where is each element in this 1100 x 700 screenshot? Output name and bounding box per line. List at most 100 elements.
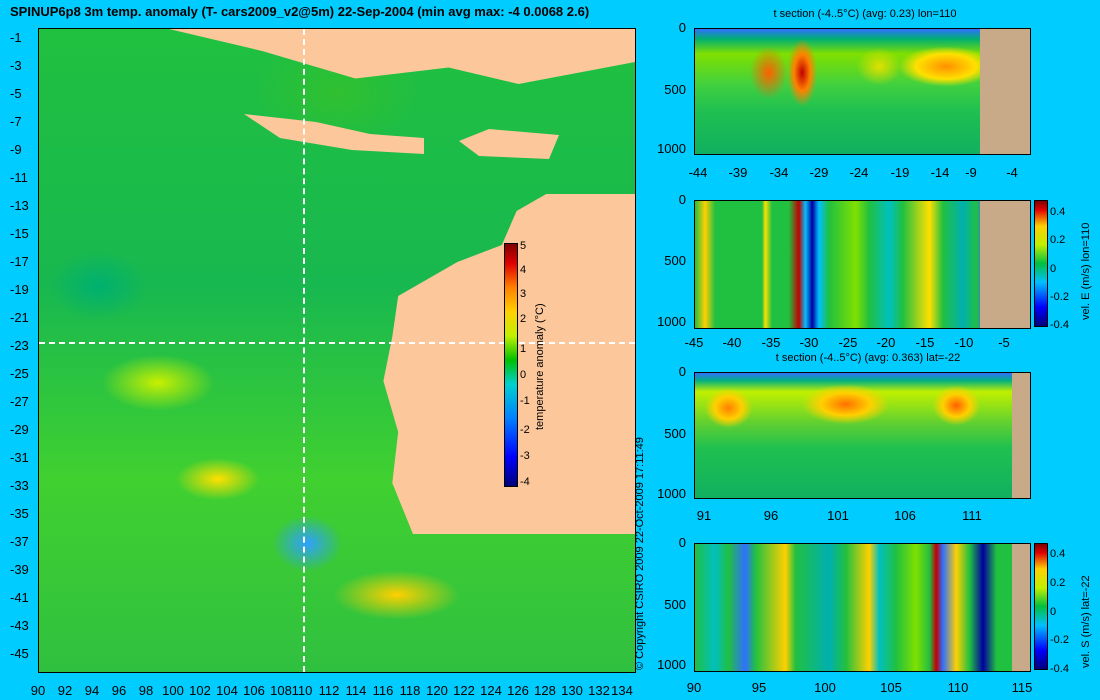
seabed-mask bbox=[980, 201, 1030, 328]
seabed-mask bbox=[980, 29, 1030, 154]
y-tick: -9 bbox=[10, 142, 22, 157]
x-tick: 112 bbox=[318, 683, 340, 698]
y-tick: -25 bbox=[10, 366, 29, 381]
x-tick: 96 bbox=[111, 683, 127, 698]
colorbar-tick: -0.2 bbox=[1050, 634, 1069, 646]
y-tick: 500 bbox=[664, 253, 686, 268]
vel-south-colorbar bbox=[1034, 543, 1048, 670]
x-tick: 92 bbox=[57, 683, 73, 698]
x-tick: -29 bbox=[809, 165, 829, 180]
y-tick: 500 bbox=[664, 82, 686, 97]
y-tick: -35 bbox=[10, 506, 29, 521]
y-tick: 0 bbox=[678, 192, 686, 207]
vel-east-colorbar-label: vel. E (m/s) lon=110 bbox=[1080, 222, 1092, 320]
x-tick: 100 bbox=[814, 680, 836, 695]
x-tick: -4 bbox=[1006, 165, 1018, 180]
y-tick: 1000 bbox=[657, 141, 686, 156]
x-tick: 130 bbox=[561, 683, 583, 698]
colorbar-tick: 0 bbox=[1050, 606, 1057, 618]
y-tick: -13 bbox=[10, 198, 29, 213]
longitude-section-line bbox=[303, 29, 305, 672]
colorbar-tick: 2 bbox=[520, 313, 527, 325]
panel-3-title: t section (-4..5°C) (avg: 0.363) lat=-22 bbox=[775, 352, 961, 364]
y-tick: -45 bbox=[10, 646, 29, 661]
y-tick: -39 bbox=[10, 562, 29, 577]
y-tick: -21 bbox=[10, 310, 29, 325]
y-tick: -3 bbox=[10, 58, 22, 73]
y-tick: -15 bbox=[10, 226, 29, 241]
x-tick: 102 bbox=[189, 683, 211, 698]
x-tick: 114 bbox=[345, 683, 367, 698]
colorbar-tick: 0.2 bbox=[1050, 234, 1066, 246]
page-title: SPINUP6p8 3m temp. anomaly (T- cars2009_… bbox=[10, 4, 590, 19]
colorbar-tick: -0.2 bbox=[1050, 291, 1069, 303]
y-tick: -5 bbox=[10, 86, 22, 101]
x-tick: 106 bbox=[243, 683, 265, 698]
x-tick: 90 bbox=[30, 683, 46, 698]
y-tick: -43 bbox=[10, 618, 29, 633]
x-tick: 124 bbox=[480, 683, 502, 698]
y-tick: 500 bbox=[664, 426, 686, 441]
y-tick: -27 bbox=[10, 394, 29, 409]
y-tick: -23 bbox=[10, 338, 29, 353]
colorbar-tick: 0.4 bbox=[1050, 548, 1066, 560]
copyright-notice: © Copyright CSIRO 2009 22-Oct-2009 17:11… bbox=[634, 437, 646, 670]
timor-landmass bbox=[459, 129, 559, 159]
y-tick: -41 bbox=[10, 590, 29, 605]
x-tick: 115 bbox=[1011, 680, 1033, 695]
temperature-colorbar bbox=[504, 243, 518, 487]
y-tick: -29 bbox=[10, 422, 29, 437]
colorbar-tick: 0 bbox=[520, 369, 527, 381]
x-tick: -45 bbox=[684, 335, 704, 350]
y-tick: 1000 bbox=[657, 486, 686, 501]
y-tick: -7 bbox=[10, 114, 22, 129]
temperature-anomaly-map[interactable] bbox=[38, 28, 636, 673]
x-tick: 101 bbox=[827, 508, 849, 523]
x-tick: -19 bbox=[890, 165, 910, 180]
x-tick: 91 bbox=[696, 508, 712, 523]
x-tick: -10 bbox=[954, 335, 974, 350]
x-tick: 128 bbox=[534, 683, 556, 698]
t-section-lat-panel[interactable] bbox=[694, 372, 1031, 499]
x-tick: 126 bbox=[507, 683, 529, 698]
x-tick: -35 bbox=[761, 335, 781, 350]
x-tick: 90 bbox=[686, 680, 702, 695]
x-tick: -34 bbox=[769, 165, 789, 180]
colorbar-tick: -2 bbox=[520, 424, 530, 436]
x-tick: -30 bbox=[799, 335, 819, 350]
t-section-lon-panel[interactable] bbox=[694, 28, 1031, 155]
x-tick: 122 bbox=[453, 683, 475, 698]
colorbar-tick: -1 bbox=[520, 395, 530, 407]
x-tick: 120 bbox=[426, 683, 448, 698]
x-tick: -39 bbox=[728, 165, 748, 180]
vel-south-lat-panel[interactable] bbox=[694, 543, 1031, 672]
colorbar-label: temperature anomaly (°C) bbox=[534, 303, 546, 430]
x-tick: -15 bbox=[915, 335, 935, 350]
y-tick: 0 bbox=[678, 535, 686, 550]
australia-landmass bbox=[383, 194, 635, 534]
x-tick: 106 bbox=[894, 508, 916, 523]
colorbar-tick: -3 bbox=[520, 450, 530, 462]
x-tick: 108 bbox=[270, 683, 292, 698]
seabed-mask bbox=[1012, 544, 1030, 671]
java-landmass bbox=[169, 29, 635, 84]
y-tick: -19 bbox=[10, 282, 29, 297]
x-tick: 111 bbox=[962, 508, 982, 523]
x-tick: -25 bbox=[838, 335, 858, 350]
x-tick: -14 bbox=[930, 165, 950, 180]
seabed-mask bbox=[1012, 373, 1030, 498]
x-tick: -40 bbox=[722, 335, 742, 350]
latitude-section-line bbox=[39, 342, 635, 344]
x-tick: -20 bbox=[876, 335, 896, 350]
x-tick: 96 bbox=[763, 508, 779, 523]
x-tick: -44 bbox=[688, 165, 708, 180]
x-tick: 116 bbox=[372, 683, 394, 698]
y-tick: 500 bbox=[664, 597, 686, 612]
x-tick: 110 bbox=[947, 680, 969, 695]
vel-east-colorbar bbox=[1034, 200, 1048, 327]
vel-east-lon-panel[interactable] bbox=[694, 200, 1031, 329]
colorbar-tick: 3 bbox=[520, 288, 527, 300]
colorbar-tick: 5 bbox=[520, 240, 527, 252]
y-tick: 1000 bbox=[657, 657, 686, 672]
colorbar-tick: -0.4 bbox=[1050, 319, 1069, 331]
